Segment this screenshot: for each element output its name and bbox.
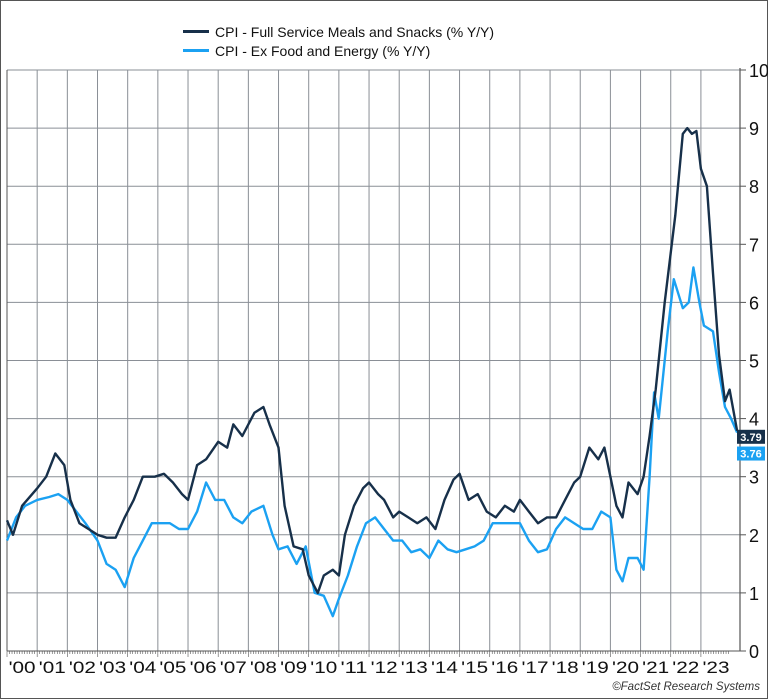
x-tick-label: '12 bbox=[371, 658, 398, 677]
y-tick-label: 2 bbox=[749, 526, 759, 546]
y-tick-label: 6 bbox=[749, 293, 759, 313]
legend-label-core: CPI - Ex Food and Energy (% Y/Y) bbox=[215, 42, 431, 59]
last-value-label-meals: 3.79 bbox=[740, 432, 761, 444]
last-value-label-meals-box bbox=[737, 429, 765, 444]
x-tick-label: '02 bbox=[69, 658, 96, 677]
y-tick-label: 8 bbox=[749, 177, 759, 197]
y-tick-label: 1 bbox=[749, 584, 759, 604]
series-line-meals bbox=[5, 126, 739, 595]
x-tick-label: '20 bbox=[612, 658, 639, 677]
x-tick-label: '15 bbox=[461, 658, 488, 677]
legend-swatch-core bbox=[183, 49, 209, 52]
last-value-label-core-box bbox=[737, 446, 765, 461]
x-tick-label: '11 bbox=[340, 658, 367, 677]
legend-swatch-meals bbox=[183, 30, 209, 33]
x-tick-label: '19 bbox=[582, 658, 609, 677]
legend-item-meals: CPI - Full Service Meals and Snacks (% Y… bbox=[183, 22, 494, 41]
legend-label-meals: CPI - Full Service Meals and Snacks (% Y… bbox=[215, 23, 495, 40]
x-tick-label: '13 bbox=[401, 658, 428, 677]
x-tick-label: '07 bbox=[220, 658, 247, 677]
x-tick-label: '08 bbox=[250, 658, 277, 677]
y-tick-label: 9 bbox=[749, 119, 759, 139]
x-tick-label: '05 bbox=[159, 658, 186, 677]
x-tick-label: '16 bbox=[491, 658, 518, 677]
y-tick-label: 0 bbox=[749, 642, 759, 662]
x-tick-label: '04 bbox=[129, 658, 156, 677]
x-tick-label: '23 bbox=[702, 658, 729, 677]
x-tick-label: '06 bbox=[190, 658, 217, 677]
x-tick-label: '09 bbox=[280, 658, 307, 677]
y-tick-label: 3 bbox=[749, 468, 759, 488]
y-tick-label: 4 bbox=[749, 410, 759, 430]
x-tick-label: '21 bbox=[642, 658, 669, 677]
legend: CPI - Full Service Meals and Snacks (% Y… bbox=[183, 22, 494, 60]
last-value-label-core: 3.76 bbox=[740, 449, 761, 461]
y-tick-label: 5 bbox=[749, 352, 759, 372]
x-tick-label: '22 bbox=[672, 658, 699, 677]
x-tick-label: '03 bbox=[99, 658, 126, 677]
x-tick-label: '01 bbox=[39, 658, 66, 677]
series-line-core bbox=[5, 266, 739, 618]
source-credit: ©FactSet Research Systems bbox=[612, 681, 760, 693]
x-tick-label: '10 bbox=[310, 658, 337, 677]
y-tick-label: 10 bbox=[749, 61, 768, 81]
x-tick-label: '17 bbox=[521, 658, 548, 677]
y-tick-label: 7 bbox=[749, 235, 759, 255]
legend-item-core: CPI - Ex Food and Energy (% Y/Y) bbox=[183, 41, 494, 60]
x-tick-label: '00 bbox=[9, 658, 36, 677]
x-tick-label: '14 bbox=[431, 658, 458, 677]
x-tick-label: '18 bbox=[552, 658, 579, 677]
